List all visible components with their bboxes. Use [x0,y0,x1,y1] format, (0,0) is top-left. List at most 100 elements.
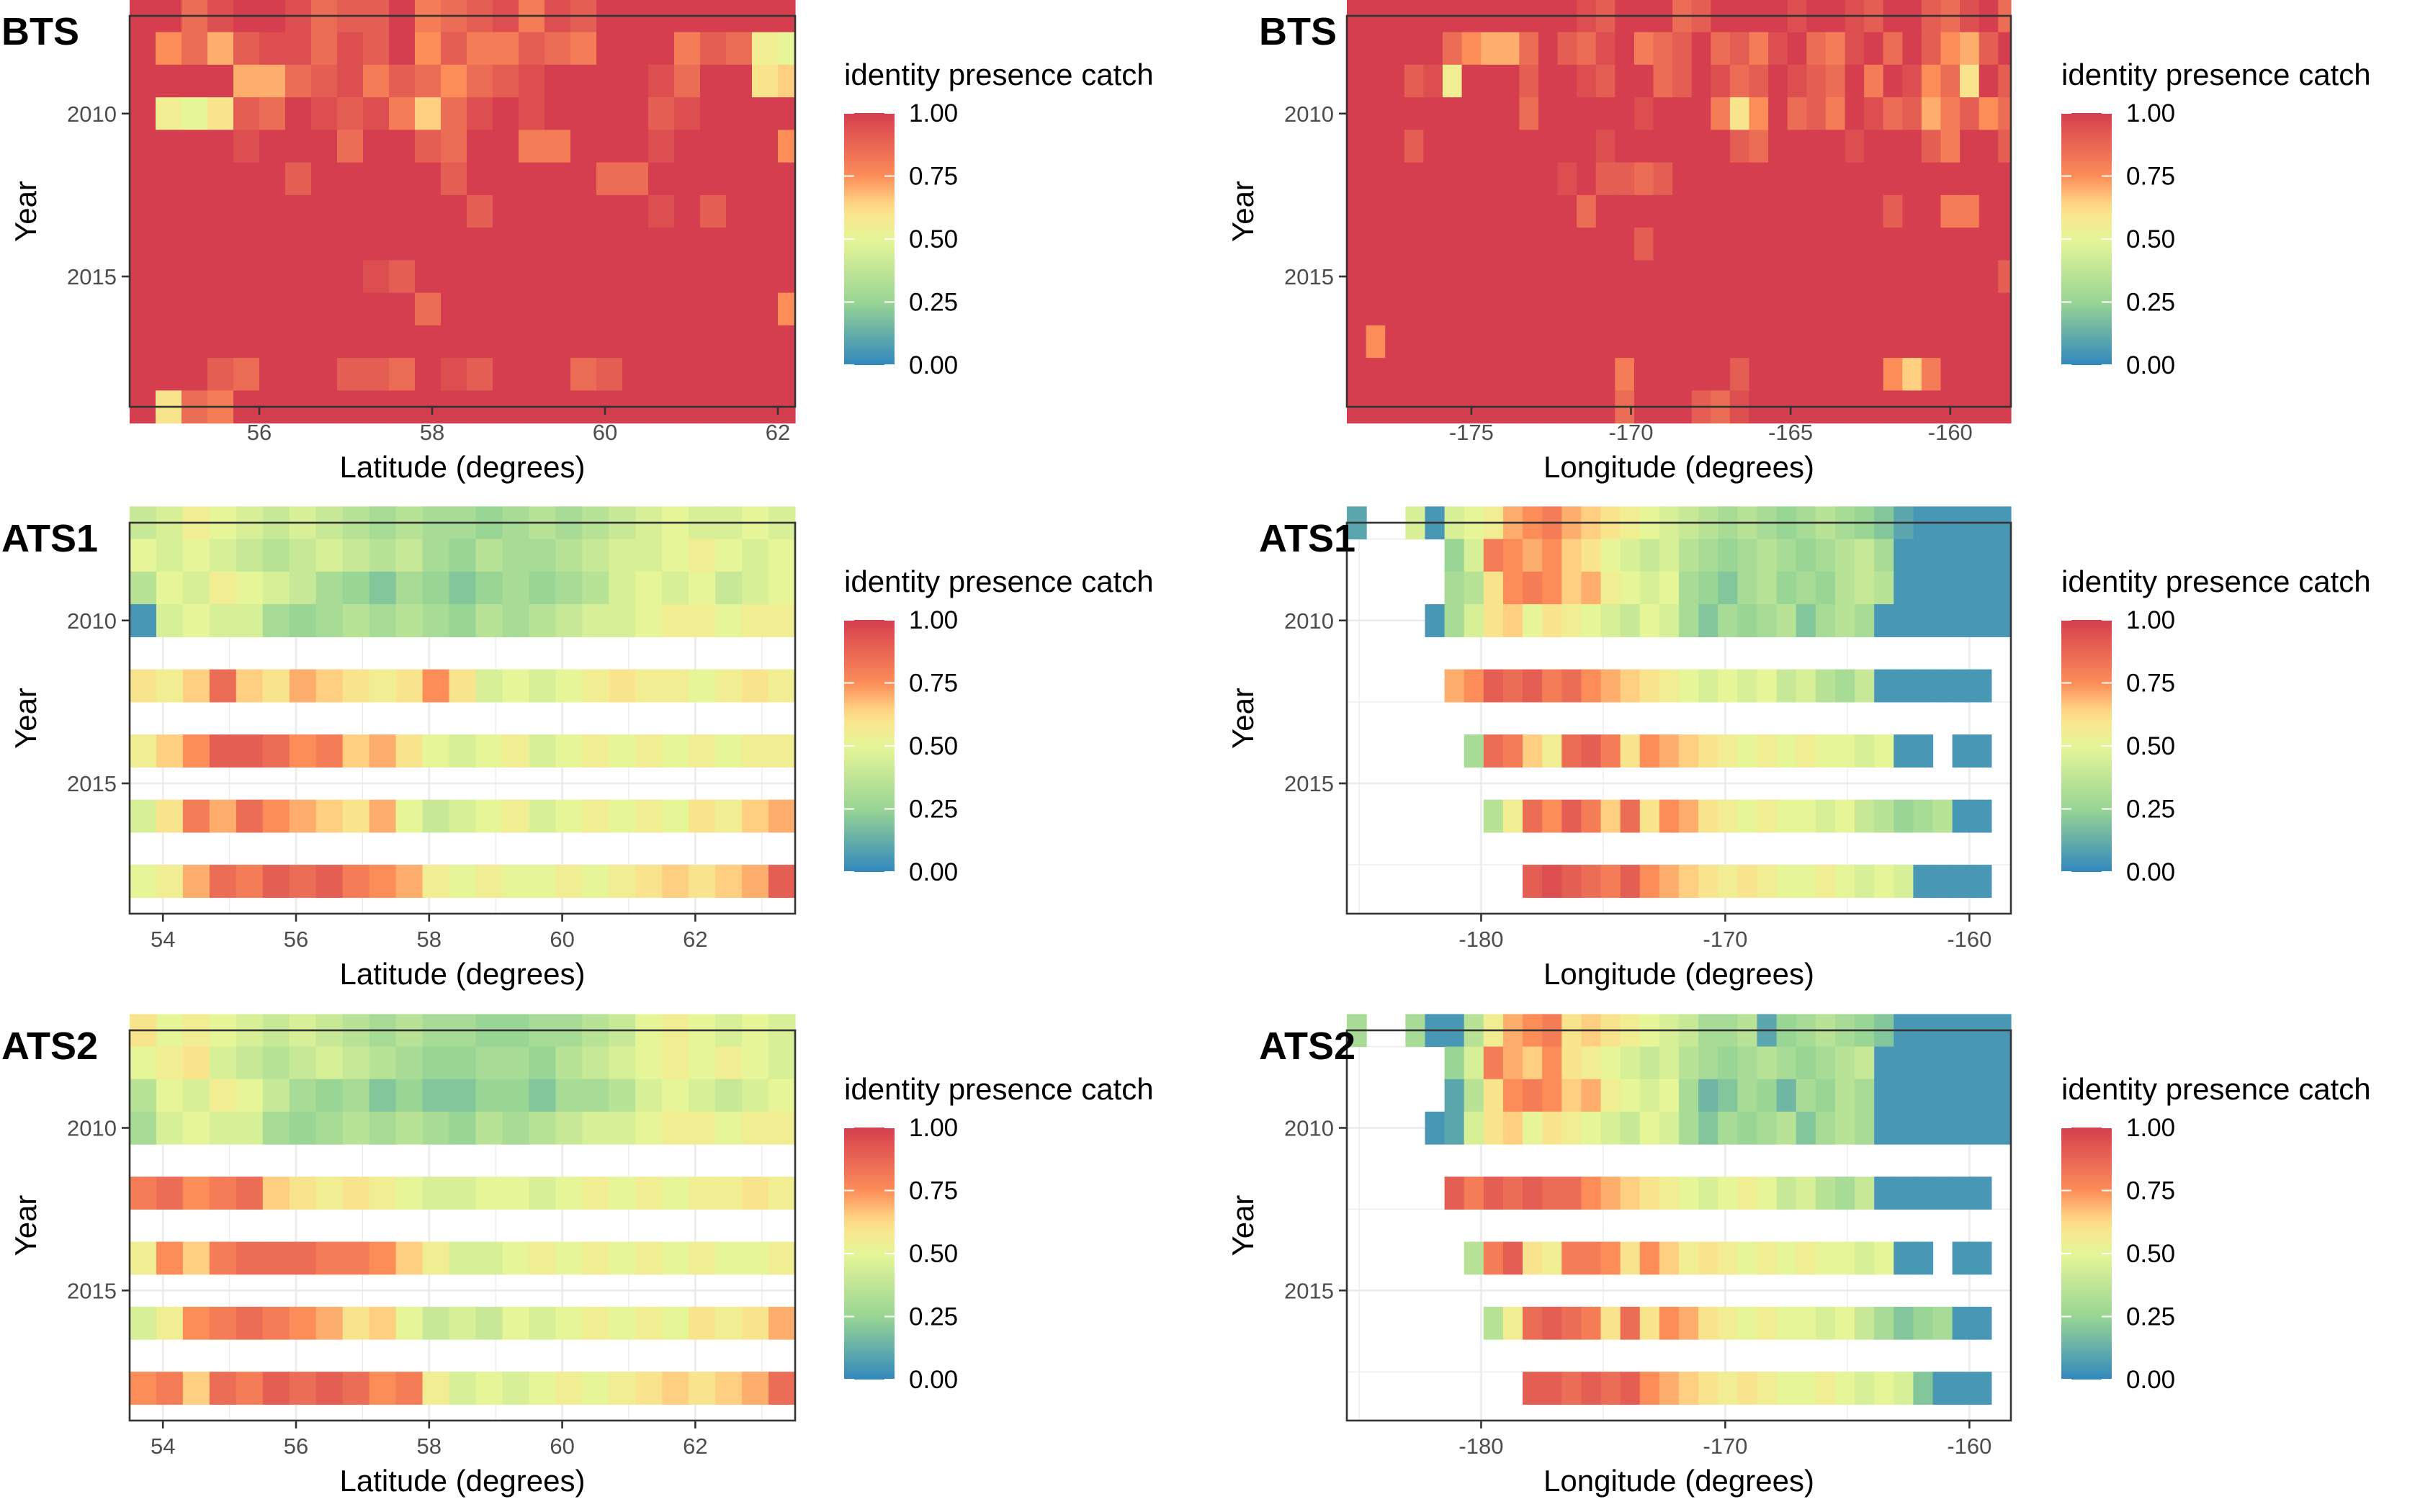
heatmap-cell [449,571,477,605]
heatmap-cell [570,292,597,326]
heatmap-cell [1347,358,1367,391]
heatmap-cell [1757,1241,1778,1275]
heatmap-cell [1561,799,1582,833]
heatmap-cell [289,604,317,637]
heatmap-cell [1991,571,2012,605]
heatmap-cell [544,228,571,261]
heatmap-cell [1523,571,1543,605]
heatmap-cell [742,669,769,703]
heatmap-cell [156,1111,184,1145]
heatmap-cell [1659,1046,1680,1080]
heatmap-cell [449,865,477,898]
heatmap-cell [182,1372,210,1405]
heatmap-cell [289,1046,317,1080]
heatmap-cell [596,292,623,326]
heatmap-cell [415,194,442,228]
heatmap-cell [395,734,424,768]
heatmap-cell [1776,1176,1797,1210]
heatmap-cell [1729,64,1750,98]
heatmap-cell [1952,539,1973,572]
heatmap-cell [1932,1306,1953,1340]
heatmap-cell [315,1372,344,1405]
heatmap-cell [156,325,182,359]
heatmap-cell [1385,162,1405,196]
heatmap-cell [1960,130,1980,163]
heatmap-cell [1385,358,1405,391]
heatmap-cell [1634,64,1654,98]
legend-tick-label: 0.25 [909,289,958,317]
heatmap-cell [715,734,743,768]
heatmap-cell [1634,130,1654,163]
heatmap-cell [1698,865,1718,898]
y-axis-title: Year [9,688,42,749]
heatmap-cell [441,292,467,326]
heatmap-cell [648,130,675,163]
heatmap-cell [395,1046,424,1080]
heatmap-cell [130,1111,157,1145]
heatmap-cell [1796,734,1816,768]
heatmap-cell [1998,292,2012,326]
heatmap-cell [1864,162,1884,196]
heatmap-cell [182,325,208,359]
heatmap-cell [415,228,442,261]
heatmap-cell [1768,64,1788,98]
heatmap-cell [635,799,663,833]
heatmap-cell [648,97,675,130]
heatmap-cell [1864,292,1884,326]
heatmap-cell [1634,358,1654,391]
legend-title: identity presence catch [2061,1072,2371,1106]
heatmap-cell [1620,539,1641,572]
heatmap-cell [726,162,753,196]
heatmap-cell [1366,162,1386,196]
heatmap-cell [1902,292,1922,326]
heatmap-cell [662,1079,689,1112]
heatmap-cell [236,1306,264,1340]
heatmap-cell [467,292,493,326]
heatmap-cell [1894,669,1914,703]
heatmap-cell [1672,325,1693,359]
heatmap-cell [1366,130,1386,163]
heatmap-cell [1932,669,1953,703]
x-axis-title: Latitude (degrees) [340,1464,586,1498]
heatmap-cell [337,260,364,294]
heatmap-cell [209,604,237,637]
heatmap-cell [1442,325,1463,359]
heatmap-cell [1538,292,1559,326]
heatmap-cell [289,539,317,572]
heatmap-cell [236,734,264,768]
heatmap-cell [570,130,597,163]
heatmap-cell [182,1046,210,1080]
heatmap-cell [441,358,467,391]
heatmap-cell [156,194,182,228]
heatmap-cell [1729,292,1750,326]
y-tick-label: 2010 [67,1116,117,1141]
heatmap-cell [519,358,545,391]
heatmap-cell [1423,130,1443,163]
heatmap-cell [1639,669,1660,703]
heatmap-cell [1787,32,1807,66]
heatmap-cell [1561,1111,1582,1145]
heatmap-cell [1679,799,1699,833]
heatmap-cell [1461,162,1482,196]
heatmap-cell [1620,571,1641,605]
heatmap-cell [1913,799,1934,833]
heatmap-cell [1776,1372,1797,1405]
heatmap-cell [1423,32,1443,66]
heatmap-cell [570,325,597,359]
heatmap-cell [689,734,716,768]
heatmap-cell [1481,228,1501,261]
heatmap-cell [1749,260,1769,294]
heatmap-cell [207,358,234,391]
heatmap-cell [1523,1111,1543,1145]
heatmap-cell [1825,194,1846,228]
heatmap-cell [1913,1241,1934,1275]
heatmap-cell [156,97,182,130]
heatmap-cell [1561,1176,1582,1210]
heatmap-cell [1757,1372,1778,1405]
heatmap-cell [236,1176,264,1210]
heatmap-cell [1519,64,1539,98]
heatmap-cell [236,1372,264,1405]
heatmap-cell [1519,325,1539,359]
heatmap-cell [1978,162,1999,196]
heatmap-cell [1971,1306,1992,1340]
